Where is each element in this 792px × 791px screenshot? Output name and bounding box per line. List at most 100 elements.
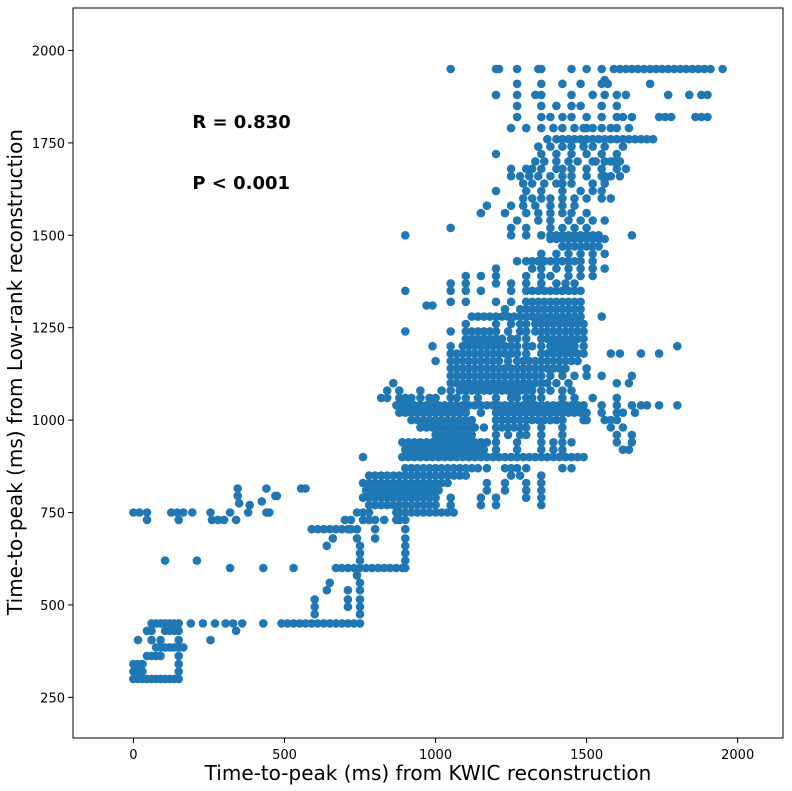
data-point <box>340 515 350 525</box>
data-point <box>358 452 368 462</box>
data-point <box>564 231 573 240</box>
data-point <box>582 371 591 381</box>
data-point <box>567 327 576 336</box>
data-point <box>431 356 440 366</box>
data-point <box>401 463 410 473</box>
data-point <box>156 651 165 661</box>
data-point <box>606 123 616 133</box>
data-point <box>531 401 540 410</box>
data-point <box>376 500 386 510</box>
data-point <box>398 401 407 410</box>
data-point <box>464 423 474 432</box>
data-point <box>425 463 434 473</box>
data-point <box>410 452 419 462</box>
x-axis-label: Time-to-peak (ms) from KWIC reconstructi… <box>204 761 652 785</box>
data-point <box>461 386 471 395</box>
data-point <box>521 393 531 403</box>
data-point <box>461 430 471 440</box>
data-point <box>461 393 471 403</box>
data-point <box>370 471 380 480</box>
data-point <box>543 319 552 329</box>
data-point <box>524 356 534 366</box>
data-point <box>491 445 501 455</box>
data-point <box>552 304 561 314</box>
data-point <box>576 79 585 89</box>
data-point <box>515 408 525 418</box>
data-point <box>364 471 374 480</box>
data-point <box>558 341 567 351</box>
data-point <box>512 334 522 344</box>
data-point <box>682 64 691 74</box>
data-point <box>461 271 471 281</box>
data-point <box>491 438 501 447</box>
data-point <box>476 408 486 418</box>
data-point <box>573 319 582 329</box>
data-point <box>491 264 501 273</box>
data-point <box>552 101 561 111</box>
data-point <box>546 297 555 307</box>
data-point <box>546 312 555 321</box>
data-point <box>515 471 525 480</box>
data-point <box>506 378 516 388</box>
data-point <box>509 415 519 425</box>
data-point <box>555 319 564 329</box>
data-point <box>446 393 456 403</box>
data-point <box>389 478 398 488</box>
data-point <box>476 341 486 351</box>
data-point <box>630 408 640 418</box>
data-point <box>570 256 579 266</box>
data-point <box>446 327 456 336</box>
data-point <box>443 445 452 455</box>
data-point <box>440 423 449 432</box>
data-point <box>434 401 443 410</box>
data-point <box>407 478 416 488</box>
data-point <box>537 79 546 89</box>
data-point <box>521 208 531 218</box>
data-point <box>645 64 655 74</box>
data-point <box>491 186 501 196</box>
data-point <box>567 438 576 447</box>
data-point <box>331 563 341 573</box>
data-point <box>537 493 546 503</box>
data-point <box>464 371 474 381</box>
data-point <box>576 101 585 111</box>
data-point <box>361 563 371 573</box>
data-point <box>506 297 516 307</box>
data-point <box>358 515 368 525</box>
data-point <box>416 438 425 447</box>
data-point <box>395 386 404 395</box>
data-point <box>231 515 241 525</box>
data-point <box>552 264 561 273</box>
data-point <box>618 408 628 418</box>
data-point <box>401 408 410 418</box>
data-point <box>576 231 585 240</box>
data-point <box>497 334 507 344</box>
data-point <box>443 408 452 418</box>
data-point <box>564 297 573 307</box>
data-point <box>588 157 597 166</box>
data-point <box>370 493 380 503</box>
x-tick-label: 0 <box>129 748 137 763</box>
data-point <box>461 297 471 307</box>
data-point <box>355 548 365 558</box>
data-point <box>564 304 573 314</box>
data-point <box>527 415 537 425</box>
data-point <box>174 674 183 684</box>
data-point <box>395 408 404 418</box>
data-point <box>534 415 543 425</box>
data-point <box>576 271 585 281</box>
data-point <box>337 524 347 534</box>
data-point <box>600 264 609 273</box>
data-point <box>512 216 522 225</box>
data-point <box>434 423 443 432</box>
data-point <box>491 430 501 440</box>
data-point <box>588 134 597 144</box>
data-point <box>419 500 428 510</box>
data-point <box>567 386 576 395</box>
data-point <box>521 279 531 288</box>
data-point <box>567 401 576 410</box>
data-point <box>512 463 522 473</box>
data-point <box>512 349 522 358</box>
data-point <box>476 371 486 381</box>
data-point <box>428 486 437 495</box>
